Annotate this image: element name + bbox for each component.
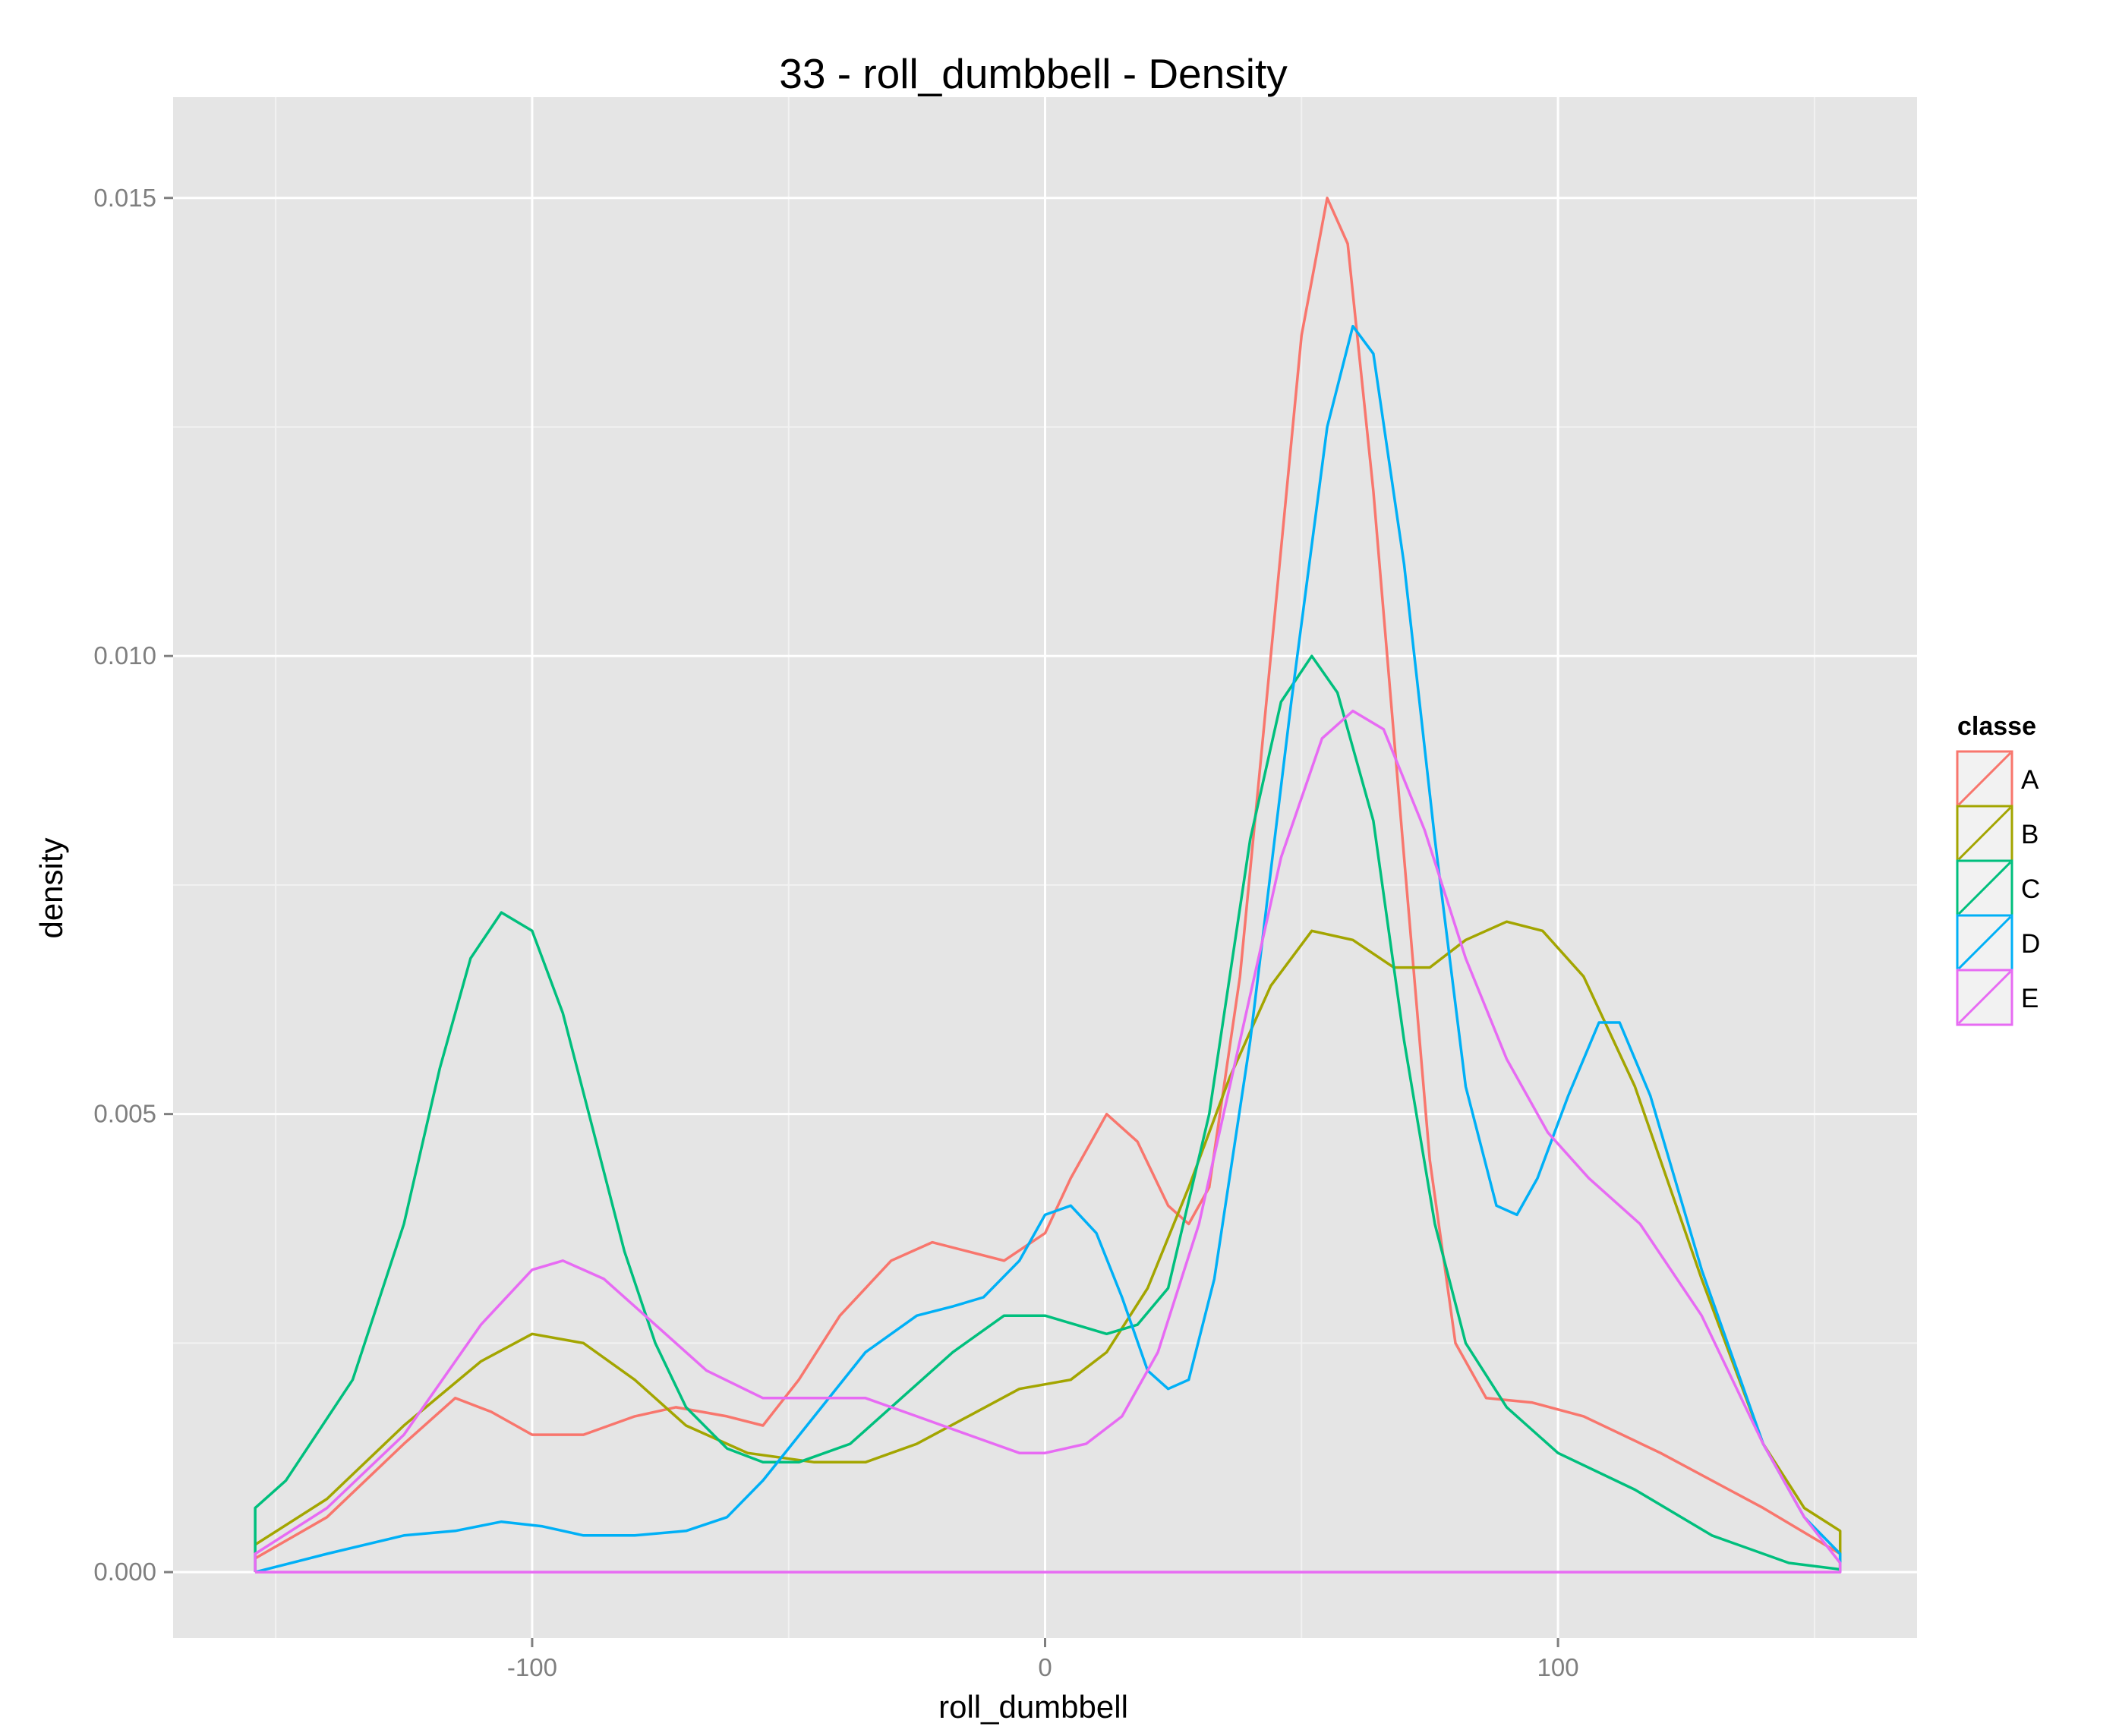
legend-key-line [1957,861,2012,915]
legend-title: classe [1957,712,2036,741]
x-tick-label: 100 [1537,1653,1579,1681]
series-line-B [254,920,1842,1573]
legend-label: D [2021,929,2040,959]
chart-title: 33 - roll_dumbbell - Density [779,50,1288,97]
legend-item-B: B [1956,805,2039,862]
series-line-E [254,709,1842,1574]
legend-key-line [1957,806,2012,861]
legend-item-A: A [1956,750,2039,808]
y-axis-label: density [33,837,69,938]
legend-label: B [2021,820,2039,849]
legend-key-line [1957,970,2012,1025]
legend-label: E [2021,984,2039,1013]
legend-label: C [2021,874,2040,904]
x-tick-label: -100 [507,1653,557,1681]
x-axis: -100 0 100 [507,1638,1579,1681]
x-tick-label: 0 [1038,1653,1052,1681]
legend-label: A [2021,765,2039,795]
legend-item-D: D [1956,914,2040,972]
y-tick-label: 0.015 [93,184,156,212]
x-axis-label: roll_dumbbell [938,1689,1128,1725]
series-line-C [254,654,1842,1573]
legend-key-line [1957,751,2012,806]
y-tick-label: 0.000 [93,1558,156,1586]
legend-key-line [1957,915,2012,970]
legend-item-E: E [1956,969,2039,1026]
density-curves [254,197,1842,1574]
y-tick-label: 0.005 [93,1100,156,1128]
series-line-D [254,324,1842,1574]
series-line-A [254,197,1842,1573]
legend-item-C: C [1956,859,2040,917]
y-axis: 0.000 0.005 0.010 0.015 [93,184,173,1586]
y-tick-label: 0.010 [93,641,156,670]
